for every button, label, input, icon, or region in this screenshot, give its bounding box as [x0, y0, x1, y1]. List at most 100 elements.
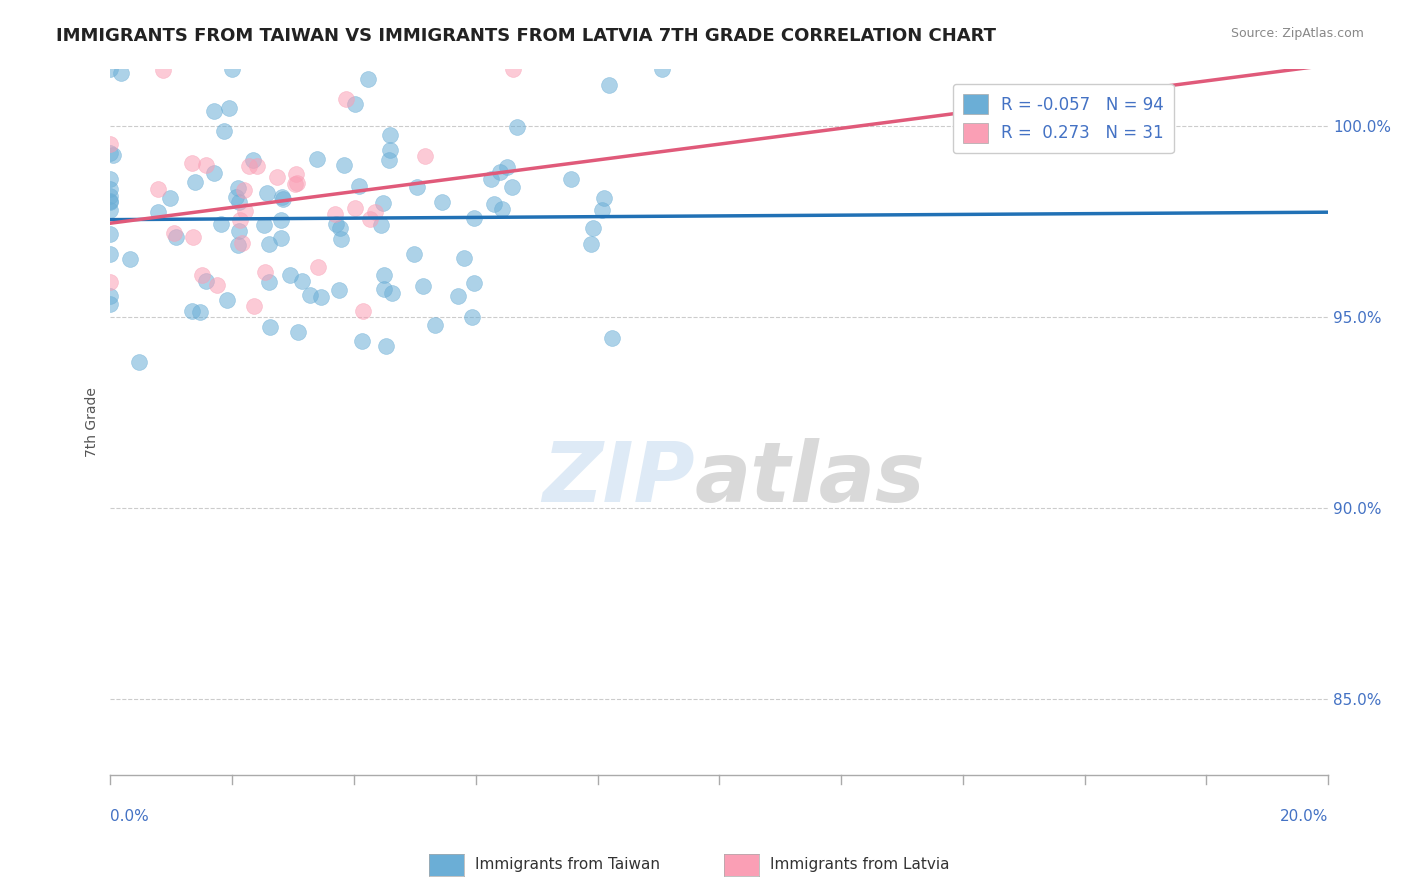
Point [501, 180, 523, 194]
Point [335, 92, 357, 106]
Point [257, 237, 280, 252]
Point [377, 153, 399, 168]
Point [287, 326, 309, 340]
Point [598, 78, 620, 93]
Point [373, 268, 395, 282]
Text: Source: ZipAtlas.com: Source: ZipAtlas.com [1230, 27, 1364, 40]
Text: 20.0%: 20.0% [1279, 809, 1329, 824]
Point [202, 166, 225, 180]
Text: 0.0%: 0.0% [111, 809, 149, 824]
Point [152, 62, 174, 77]
Point [228, 224, 250, 238]
Point [257, 275, 280, 289]
Point [371, 196, 394, 211]
Point [378, 143, 401, 157]
Point [413, 148, 436, 162]
Point [229, 213, 252, 227]
Point [181, 304, 204, 318]
Point [226, 238, 249, 252]
Point [100, 188, 122, 202]
Point [100, 146, 122, 161]
Point [100, 182, 122, 196]
Point [350, 334, 373, 348]
Point [232, 183, 254, 197]
Point [333, 158, 356, 172]
Point [205, 277, 228, 292]
Point [228, 181, 250, 195]
Point [228, 194, 250, 209]
Point [128, 355, 150, 369]
Point [103, 148, 125, 162]
Point [188, 305, 211, 319]
Point [270, 231, 292, 245]
Point [256, 186, 278, 201]
Point [283, 177, 305, 191]
Point [463, 277, 485, 291]
Point [323, 206, 346, 220]
Point [375, 339, 398, 353]
Point [343, 201, 366, 215]
Point [270, 212, 292, 227]
Point [505, 120, 527, 135]
Point [146, 205, 169, 219]
Point [502, 62, 524, 76]
Point [181, 156, 204, 170]
Point [242, 153, 264, 167]
Point [110, 66, 132, 80]
Point [271, 190, 294, 204]
Point [195, 158, 218, 172]
Point [453, 251, 475, 265]
Text: Immigrants from Taiwan: Immigrants from Taiwan [475, 857, 661, 871]
Point [209, 217, 232, 231]
Point [253, 219, 276, 233]
Point [373, 282, 395, 296]
Point [461, 310, 484, 324]
Point [233, 203, 256, 218]
Point [254, 265, 277, 279]
Point [600, 331, 623, 345]
Point [100, 227, 122, 241]
Point [100, 289, 122, 303]
Point [491, 202, 513, 216]
Point [325, 218, 347, 232]
Point [100, 172, 122, 186]
Point [359, 212, 381, 227]
Point [349, 179, 371, 194]
Point [425, 318, 447, 333]
Point [447, 288, 470, 302]
Point [330, 232, 353, 246]
Point [406, 180, 429, 194]
Point [357, 71, 380, 86]
Point [307, 260, 329, 274]
Point [259, 319, 281, 334]
Legend: R = -0.057   N = 94, R =  0.273   N = 31: R = -0.057 N = 94, R = 0.273 N = 31 [953, 84, 1174, 153]
Text: atlas: atlas [695, 438, 925, 519]
Point [238, 159, 260, 173]
Point [463, 211, 485, 226]
Point [305, 152, 328, 166]
Point [221, 62, 243, 76]
Point [148, 181, 170, 195]
Point [328, 283, 350, 297]
Point [100, 297, 122, 311]
Point [343, 97, 366, 112]
Point [100, 136, 122, 151]
Point [190, 268, 212, 282]
Point [100, 62, 122, 76]
Point [246, 160, 269, 174]
Point [120, 252, 142, 266]
Point [381, 285, 404, 300]
Point [100, 202, 122, 217]
Point [364, 204, 387, 219]
Point [591, 202, 613, 217]
Point [194, 274, 217, 288]
Point [560, 171, 582, 186]
Point [159, 191, 181, 205]
Point [291, 274, 314, 288]
Point [212, 124, 235, 138]
Point [165, 230, 187, 244]
Point [489, 165, 512, 179]
Point [404, 247, 426, 261]
Point [370, 218, 392, 232]
Point [202, 104, 225, 119]
